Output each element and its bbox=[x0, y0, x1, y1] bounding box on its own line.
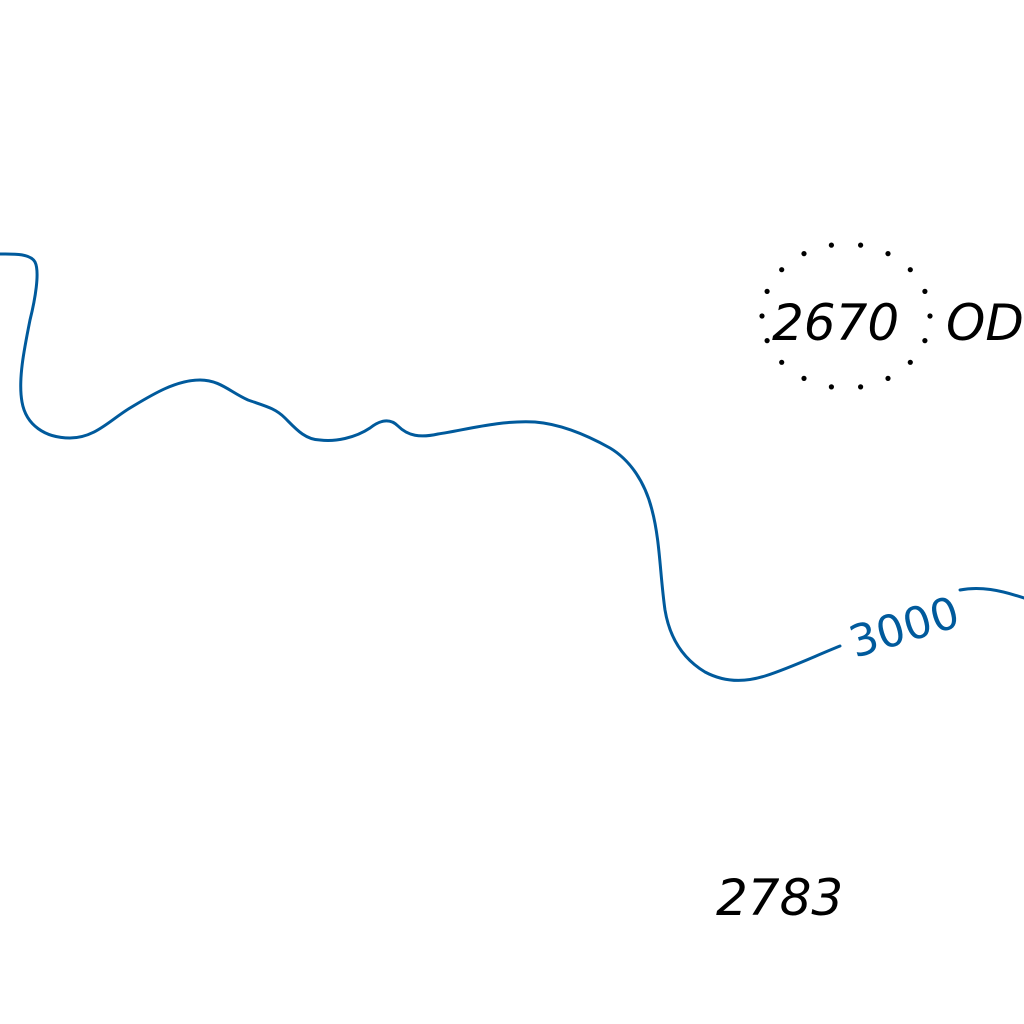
depth-contour-line-east bbox=[958, 586, 1024, 600]
danger-dot bbox=[885, 375, 891, 381]
danger-dot bbox=[907, 359, 913, 365]
danger-dot bbox=[922, 338, 928, 344]
danger-dot bbox=[885, 251, 891, 257]
danger-dot bbox=[801, 251, 807, 257]
danger-dot bbox=[764, 288, 770, 294]
sounding-circled-note: OD bbox=[946, 294, 1024, 352]
danger-dot bbox=[764, 338, 770, 344]
contour-depth-label: 3000 bbox=[843, 587, 965, 669]
danger-dot bbox=[779, 359, 785, 365]
danger-circle-dots bbox=[759, 242, 933, 390]
danger-dot bbox=[828, 384, 835, 390]
sounding-depth-lower: 2783 bbox=[716, 869, 843, 927]
danger-dot bbox=[759, 313, 765, 319]
danger-dot bbox=[779, 267, 785, 273]
danger-dot bbox=[922, 288, 928, 294]
danger-dot bbox=[907, 267, 913, 273]
danger-dot bbox=[858, 242, 864, 248]
depth-contour-line bbox=[0, 252, 842, 682]
danger-dot bbox=[858, 384, 864, 390]
danger-dot bbox=[927, 313, 933, 319]
danger-dot bbox=[801, 375, 807, 381]
danger-dot bbox=[828, 242, 835, 248]
sounding-circled-depth: 2670 bbox=[772, 294, 899, 352]
